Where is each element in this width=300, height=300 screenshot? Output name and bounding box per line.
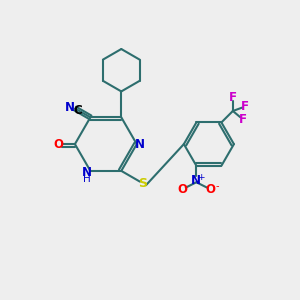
Text: O: O xyxy=(206,183,215,196)
Text: O: O xyxy=(177,183,187,196)
Text: O: O xyxy=(53,138,63,151)
Text: N: N xyxy=(191,174,201,187)
Text: N: N xyxy=(82,166,92,179)
Text: +: + xyxy=(197,173,204,182)
Text: -: - xyxy=(215,182,219,191)
Text: H: H xyxy=(83,174,91,184)
Text: F: F xyxy=(239,113,247,126)
Text: F: F xyxy=(241,100,249,113)
Text: N: N xyxy=(65,101,75,114)
Text: F: F xyxy=(229,91,237,104)
Text: S: S xyxy=(139,177,148,190)
Text: C: C xyxy=(74,104,82,117)
Text: N: N xyxy=(135,138,145,151)
